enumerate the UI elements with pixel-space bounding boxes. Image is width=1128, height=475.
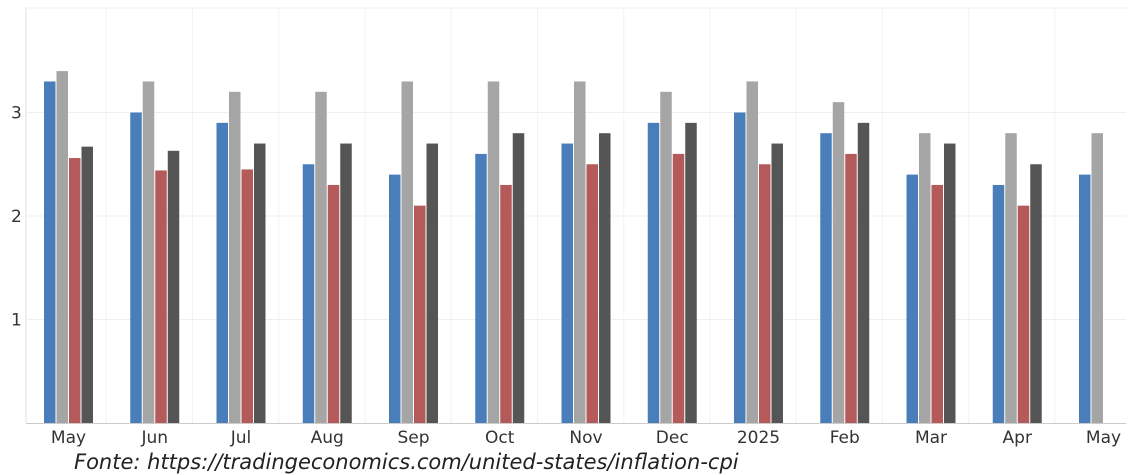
x-tick-label: Oct — [485, 428, 515, 448]
bar-series-1 — [302, 164, 315, 423]
bar-series-3 — [672, 153, 685, 423]
chart: 1 2 3 May Jun Jul Aug Sep Oct Nov Dec 2025 Feb Mar Apr… — [11, 7, 1126, 448]
y-tick-label: 2 — [11, 207, 22, 227]
x-tick-label: Aug — [311, 428, 344, 448]
x-tick-label: Jun — [140, 428, 168, 448]
y-tick-label: 3 — [11, 104, 22, 124]
bar-series-4 — [685, 122, 697, 423]
bar-series-1 — [216, 122, 228, 423]
bar-series-3 — [1017, 205, 1030, 423]
bar-series-2 — [746, 81, 758, 423]
source-note: Fonte: https://tradingeconomics.com/unit… — [74, 450, 739, 474]
bar-series-4 — [599, 133, 611, 423]
bar-series-4 — [426, 143, 438, 424]
bar-series-3 — [241, 169, 253, 423]
bar-series-1 — [561, 143, 573, 424]
bar-series-3 — [327, 184, 340, 423]
bar-series-3 — [845, 153, 857, 423]
bar-series-3 — [155, 170, 167, 423]
bar-series-4 — [1030, 164, 1042, 423]
bar-series-1 — [820, 133, 832, 423]
y-tick-label: 1 — [11, 311, 22, 331]
bar-series-2 — [574, 81, 586, 423]
x-tick-label: Sep — [397, 428, 429, 448]
bar-series-1 — [389, 174, 401, 423]
bars — [44, 71, 1103, 424]
bar-series-4 — [512, 133, 525, 423]
x-tick-label: Jul — [230, 428, 252, 448]
bar-series-3 — [69, 158, 81, 424]
bar-series-4 — [771, 143, 783, 424]
bar-series-2 — [660, 91, 672, 424]
bar-series-1 — [475, 153, 487, 423]
axes: 1 2 3 May Jun Jul Aug Sep Oct Nov Dec 2025 Feb Mar Apr… — [11, 104, 1126, 448]
bar-series-1 — [992, 184, 1005, 423]
bar-series-4 — [167, 150, 180, 424]
bar-series-4 — [81, 146, 93, 423]
bar-series-2 — [315, 91, 327, 424]
bar-series-3 — [500, 184, 512, 423]
bar-series-1 — [44, 81, 56, 423]
bar-series-3 — [759, 164, 771, 423]
x-tick-label: May — [51, 428, 86, 448]
x-tick-label: Nov — [569, 428, 602, 448]
bar-series-2 — [229, 91, 241, 424]
bar-series-3 — [931, 184, 943, 423]
bar-series-2 — [919, 133, 931, 423]
bar-series-1 — [1079, 174, 1091, 423]
bar-series-2 — [487, 81, 500, 423]
bar-series-2 — [142, 81, 155, 423]
bar-series-4 — [340, 143, 352, 424]
bar-series-1 — [734, 112, 746, 423]
bar-series-1 — [906, 174, 918, 423]
bar-series-4 — [944, 143, 956, 424]
x-tick-label: May — [1086, 428, 1121, 448]
bar-series-1 — [130, 112, 142, 423]
x-tick-label: Mar — [915, 428, 947, 448]
bar-series-3 — [586, 164, 598, 423]
bar-series-4 — [254, 143, 266, 424]
x-tick-label: 2025 — [737, 428, 780, 448]
bar-series-2 — [56, 71, 68, 423]
bar-series-1 — [647, 122, 660, 423]
bar-series-2 — [1005, 133, 1017, 423]
bar-series-2 — [401, 81, 413, 423]
x-tick-label: Apr — [1003, 428, 1032, 448]
bar-series-3 — [414, 205, 426, 423]
bar-series-2 — [1091, 133, 1103, 423]
x-tick-label: Dec — [656, 428, 689, 448]
bar-series-4 — [857, 122, 870, 423]
bar-series-2 — [832, 102, 845, 424]
x-tick-label: Feb — [830, 428, 860, 448]
